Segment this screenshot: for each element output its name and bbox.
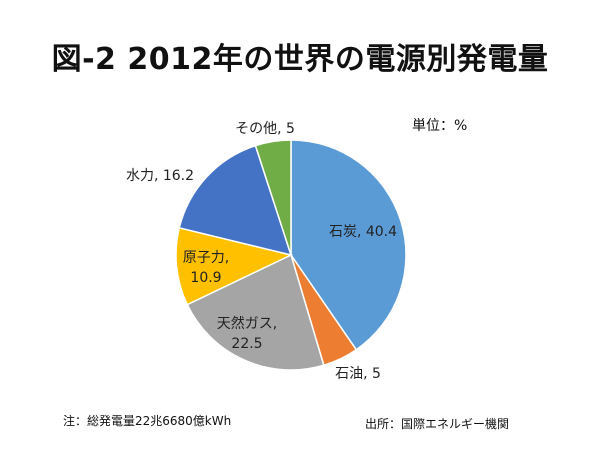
- source-note: 出所：国際エネルギー機関: [365, 417, 510, 431]
- slice-label-5: その他, 5: [235, 121, 295, 137]
- pie-slice-4: [178, 144, 293, 257]
- slice-label-1: 石油, 5: [335, 366, 381, 382]
- pie-slice-2: [186, 253, 325, 371]
- slice-label-0: 石炭, 40.4: [329, 224, 397, 240]
- pie-slice-5: [254, 139, 292, 256]
- pie-slice-0: [290, 139, 407, 351]
- unit-label: 単位：%: [412, 118, 468, 134]
- slice-label-2: 天然ガス, 22.5: [217, 315, 277, 352]
- chart-title: 図-2 2012年の世界の電源別発電量: [51, 42, 549, 77]
- pie-slice-3: [175, 226, 294, 306]
- slice-label-3: 原子力, 10.9: [183, 250, 229, 286]
- slice-label-4: 水力, 16.2: [126, 168, 194, 184]
- total-generation-note: 注：総発電量22兆6680億kWh: [63, 414, 232, 428]
